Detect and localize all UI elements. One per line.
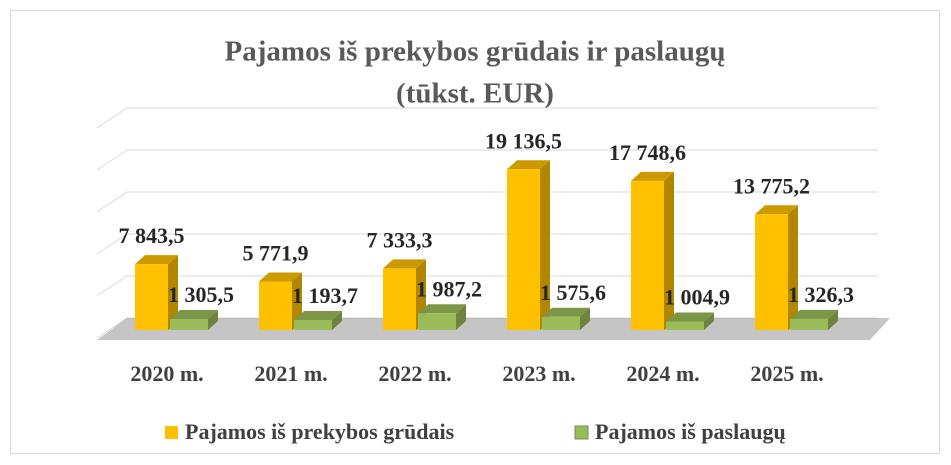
bar-top: [259, 272, 302, 282]
bar: [418, 313, 456, 330]
bar: [135, 264, 168, 330]
bar-side: [828, 309, 838, 330]
grid-line: [96, 275, 878, 297]
bar: [170, 319, 208, 330]
bar: [755, 214, 788, 330]
bar-top: [666, 312, 714, 322]
bar: [666, 321, 704, 330]
data-label: 17 748,6: [609, 140, 686, 165]
bar-side: [168, 255, 178, 330]
data-label: 1 305,5: [168, 282, 234, 307]
x-tick-label: 2020 m.: [130, 361, 203, 386]
bar-side: [788, 205, 798, 330]
bar-top: [418, 304, 466, 314]
bar: [790, 318, 828, 330]
data-label: 7 843,5: [119, 223, 185, 248]
data-label: 7 333,3: [367, 227, 433, 252]
chart-subtitle: (tūkst. EUR): [396, 78, 554, 110]
bar-side: [704, 312, 714, 330]
bar-side: [580, 307, 590, 330]
x-tick-label: 2025 m.: [750, 361, 823, 386]
legend-swatch: [574, 425, 589, 440]
bar-top: [631, 171, 674, 181]
grid-line: [96, 317, 878, 339]
data-label: 1 326,3: [788, 282, 854, 307]
data-label: 1 575,6: [540, 280, 606, 305]
bar-top: [542, 307, 590, 317]
grid-line: [96, 107, 878, 129]
chart-title: Pajamos iš prekybos grūdais ir paslaugų: [225, 36, 726, 68]
bar: [383, 268, 416, 330]
bar-top: [170, 310, 218, 320]
bar: [294, 319, 332, 330]
data-label: 1 987,2: [416, 276, 482, 301]
data-label: 1 193,7: [292, 283, 358, 308]
bar-side: [208, 310, 218, 330]
bar-side: [332, 310, 342, 330]
bar-side: [456, 304, 466, 330]
bar: [542, 316, 580, 330]
data-label: 19 136,5: [485, 128, 562, 153]
bar-top: [135, 255, 178, 265]
x-tick-label: 2022 m.: [378, 361, 451, 386]
bar-top: [755, 205, 798, 215]
bar: [507, 169, 540, 330]
bar-side: [540, 160, 550, 330]
legend-swatch: [165, 426, 178, 439]
bar-top: [294, 310, 342, 320]
bar-side: [664, 171, 674, 330]
legend-label: Pajamos iš paslaugų: [595, 419, 786, 444]
data-label: 13 775,2: [733, 173, 810, 198]
bar-top: [790, 309, 838, 319]
bar: [631, 180, 664, 330]
grid-line: [96, 191, 878, 213]
bar-top: [507, 160, 550, 170]
data-label: 5 771,9: [243, 241, 309, 266]
x-tick-label: 2024 m.: [626, 361, 699, 386]
x-tick-label: 2023 m.: [502, 361, 575, 386]
grid-line: [96, 233, 878, 255]
bar: [259, 281, 292, 330]
x-tick-label: 2021 m.: [254, 361, 327, 386]
legend-label: Pajamos iš prekybos grūdais: [185, 419, 455, 444]
grid-line: [96, 149, 878, 171]
bar-top: [383, 259, 426, 269]
data-label: 1 004,9: [664, 285, 730, 310]
